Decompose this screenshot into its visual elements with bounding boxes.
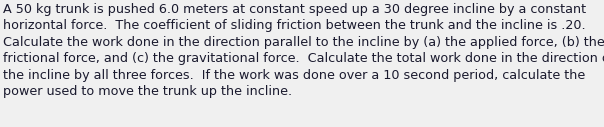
Text: A 50 kg trunk is pushed 6.0 meters at constant speed up a 30 degree incline by a: A 50 kg trunk is pushed 6.0 meters at co… — [3, 3, 604, 98]
